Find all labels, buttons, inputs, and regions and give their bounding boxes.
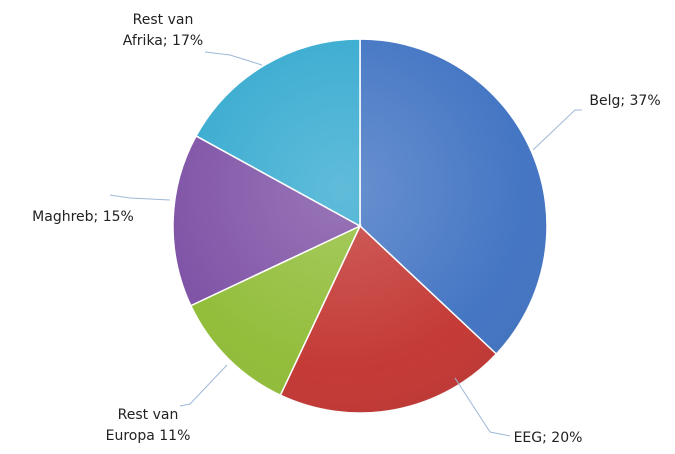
slice-label-line: EEG; 20%	[514, 430, 583, 446]
slice-label-line: Afrika; 17%	[123, 33, 203, 49]
slice-label-belg: Belg; 37%	[589, 93, 660, 109]
leader-line-rest-van-afrika	[204, 51, 263, 66]
leader-line-eeg	[454, 377, 511, 437]
pie-shine-overlay	[173, 39, 547, 413]
slice-label-line: Maghreb; 15%	[32, 209, 134, 225]
leader-line-maghreb	[109, 194, 171, 201]
slice-label-line: Europa 11%	[106, 428, 191, 444]
pie-slices	[172, 38, 548, 414]
slice-label-rest-van-europa: Rest van Europa 11%	[106, 407, 191, 444]
leader-line-rest-van-europa	[179, 364, 228, 407]
slice-label-maghreb: Maghreb; 15%	[32, 209, 134, 225]
slice-labels: Belg; 37% EEG; 20% Rest van Europa 11% Maghr…	[32, 12, 660, 446]
slice-label-rest-van-afrika: Rest van Afrika; 17%	[123, 12, 203, 49]
slice-label-line: Rest van	[118, 407, 179, 423]
leader-lines	[109, 51, 582, 437]
leader-line-belg	[532, 109, 582, 151]
slice-label-line: Belg; 37%	[589, 93, 660, 109]
slice-label-line: Rest van	[133, 12, 194, 28]
slice-label-eeg: EEG; 20%	[514, 430, 583, 446]
